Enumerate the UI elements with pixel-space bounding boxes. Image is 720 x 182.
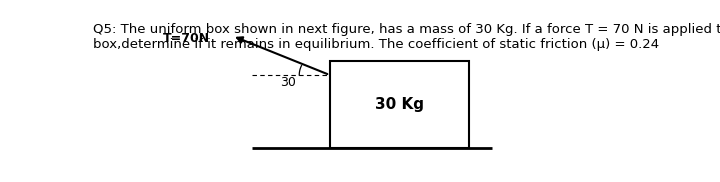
Text: Q5: The uniform box shown in next figure, has a mass of 30 Kg. If a force T = 70: Q5: The uniform box shown in next figure…: [93, 23, 720, 51]
Text: T=70N: T=70N: [163, 32, 210, 45]
Text: 30 Kg: 30 Kg: [375, 97, 424, 112]
Text: 30: 30: [280, 76, 296, 89]
Bar: [330, 61, 469, 148]
